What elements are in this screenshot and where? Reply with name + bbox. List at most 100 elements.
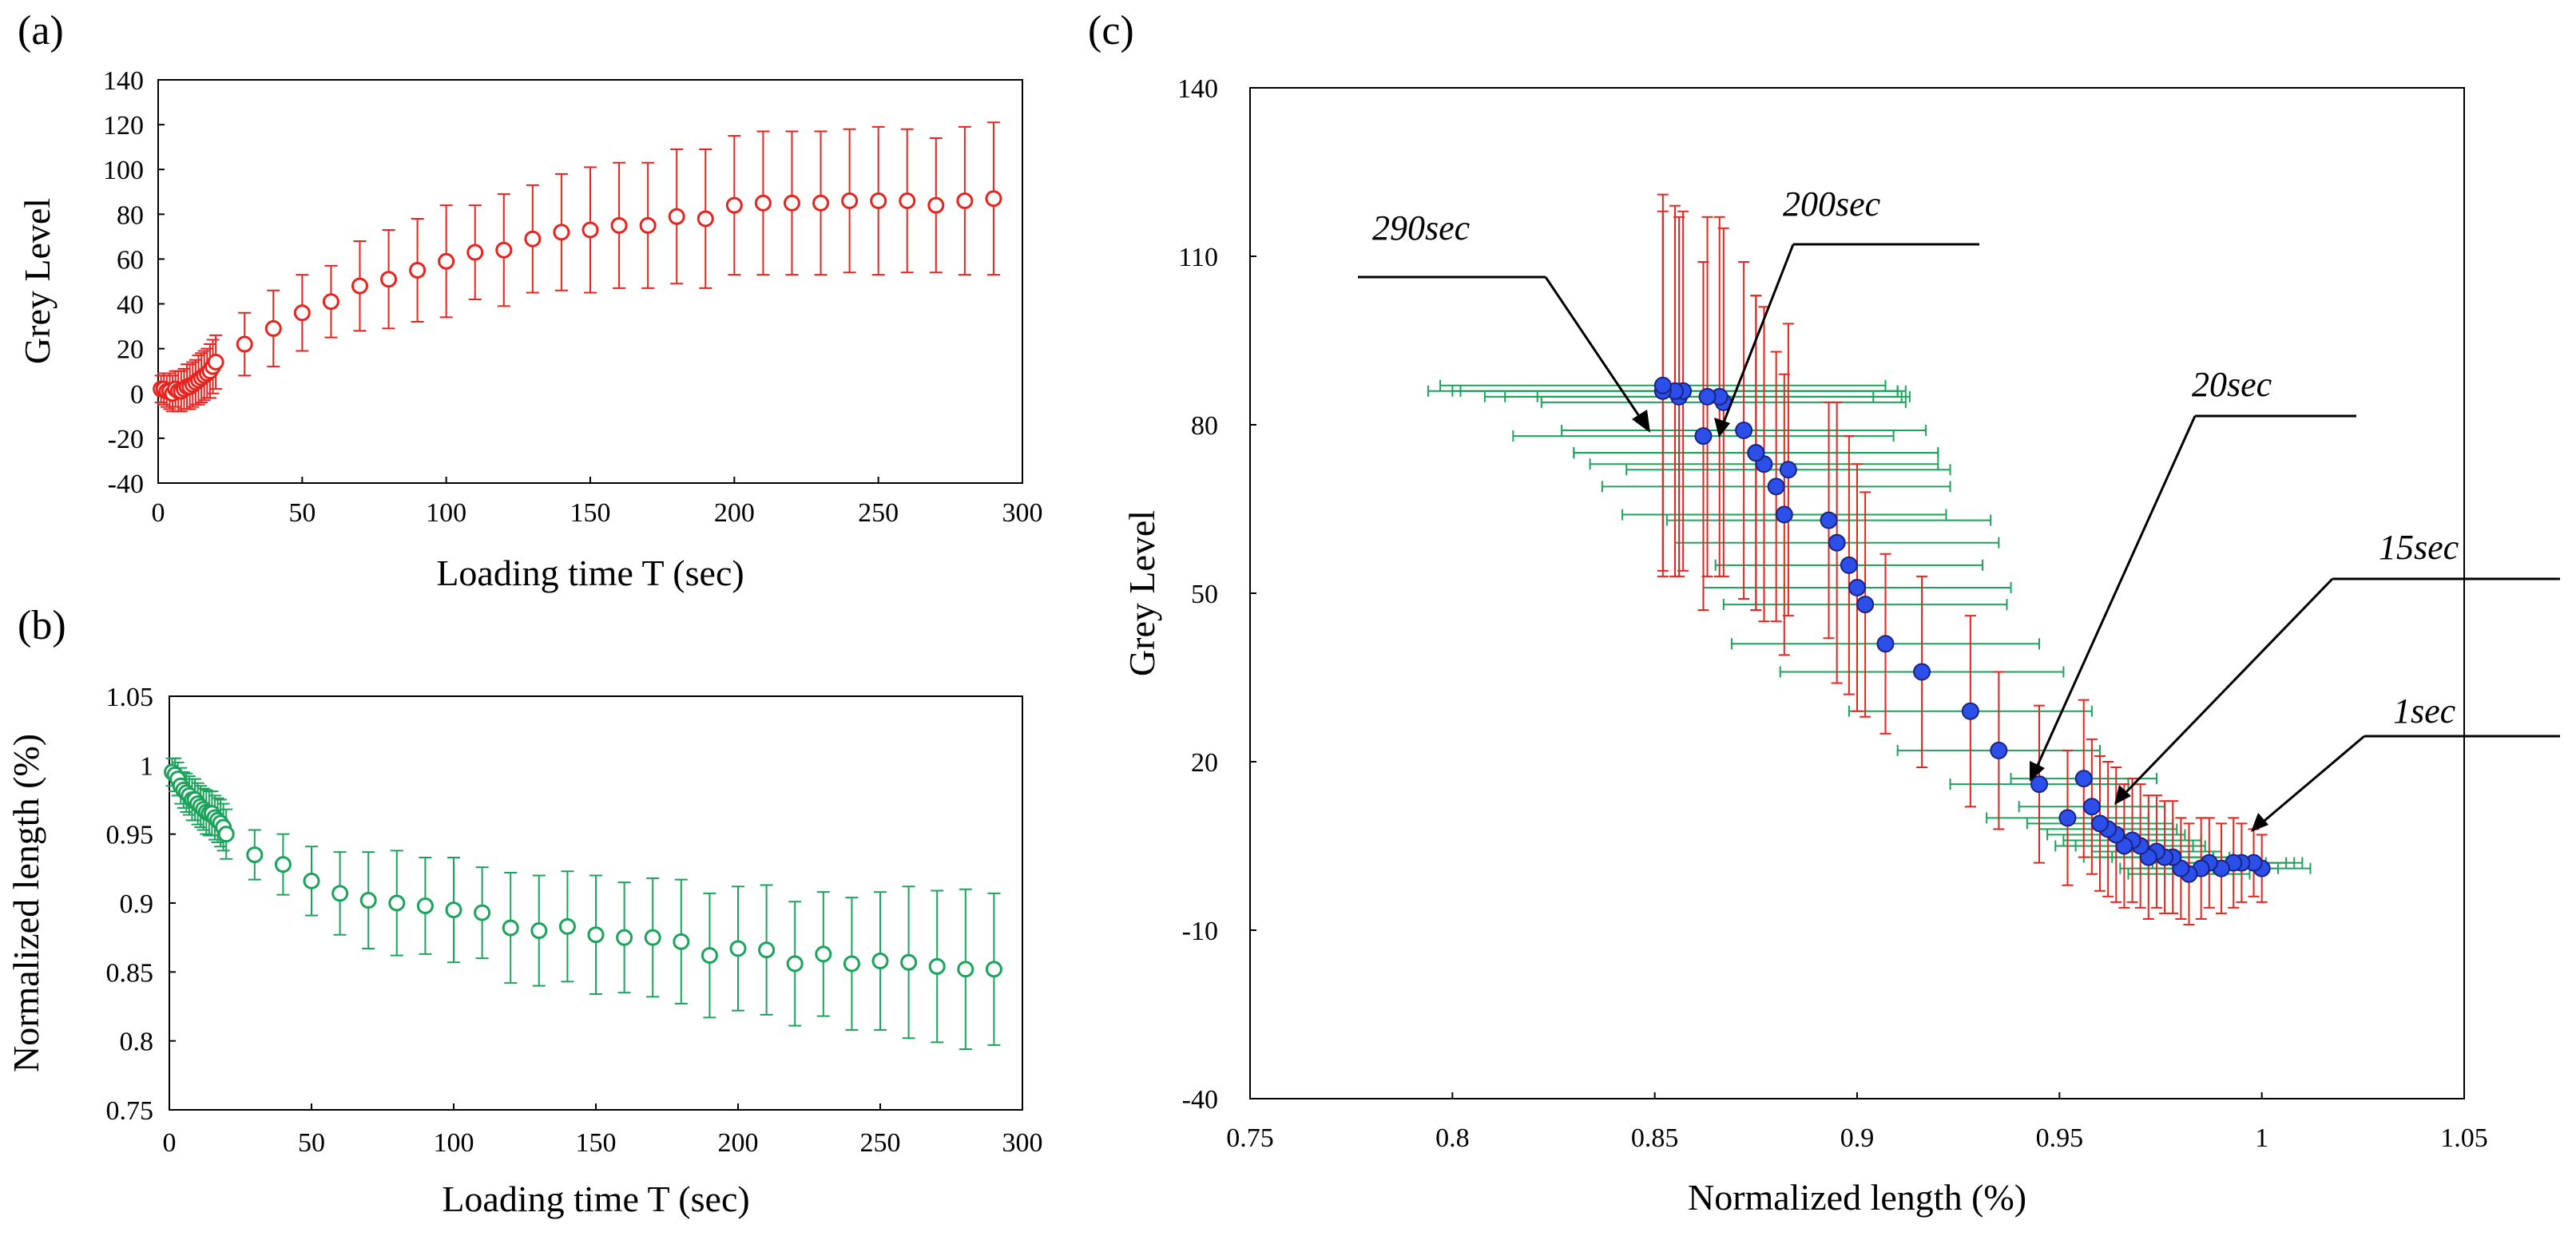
panel-a-ytick-label: 100 (103, 156, 144, 185)
panel-a-point (812, 194, 830, 212)
panel-a-ytick-label: 0 (130, 380, 144, 410)
panel-b-ytick-label: 1.05 (106, 683, 154, 712)
panel-c-point (2082, 798, 2101, 816)
panel-c-xtick-label: 1.05 (2440, 1123, 2488, 1153)
panel-c-point (1840, 556, 1858, 574)
panel-b-point (558, 917, 576, 935)
panel-c-xtick-label: 0.8 (1435, 1123, 1470, 1153)
annotation-290sec-label: 290sec (1372, 208, 1471, 248)
panel-a-ticks: 0 50 100 150 200 250 300 -40 -20 0 20 40 60 80 100 120 1… (103, 66, 1043, 528)
annotation-20sec-arrowhead (2030, 761, 2045, 782)
panel-b-point (843, 955, 860, 973)
panel-c-points (1653, 376, 2271, 883)
panel-b-ytick-label: 0.95 (106, 821, 154, 850)
panel-b-ticks: 0 50 100 150 200 250 300 0.75 0.8 0.85 0.9 0.95 1 1.0… (106, 683, 1043, 1158)
panel-a-point (322, 293, 339, 311)
panel-c-xtick-label: 0.85 (1631, 1123, 1679, 1153)
panel-a-xtick-label: 300 (1002, 498, 1043, 528)
panel-a-point (610, 216, 628, 234)
panel-b-point (246, 846, 264, 864)
panel-c-point (1876, 635, 1895, 653)
panel-c-point (2074, 770, 2093, 788)
panel-c-point (1735, 422, 1753, 440)
panel-b-point (701, 947, 718, 965)
panel-b-xtick-label: 200 (718, 1128, 759, 1158)
panel-a-xtick-label: 150 (570, 498, 611, 528)
panel-c-ytick-label: 50 (1191, 580, 1218, 609)
panel-c-point (1747, 444, 1765, 462)
annotation-20sec: 20sec (2030, 365, 2356, 782)
panel-b-xlabel: Loading time T (sec) (442, 1179, 749, 1219)
panel-c-point (1961, 702, 1979, 720)
panel-a-xtick-label: 50 (288, 498, 316, 528)
panel-a-ylabel: Grey Level (17, 198, 58, 364)
panel-b-point (729, 940, 747, 957)
annotation-15sec-arrow (2121, 577, 2334, 798)
panel-a-point (754, 194, 772, 212)
panel-a-xtick-label: 250 (858, 498, 899, 528)
panel-b-point (474, 904, 491, 921)
panel-a-point (351, 277, 368, 295)
panel-a-chart: 0 50 100 150 200 250 300 -40 -20 0 20 40 60 80 100 120 1… (17, 66, 1043, 593)
panel-b-xtick-label: 150 (576, 1128, 617, 1158)
panel-b-xtick-label: 50 (298, 1128, 325, 1158)
annotation-15sec-arrowhead (2114, 785, 2131, 805)
panel-a-xlabel: Loading time T (sec) (436, 553, 744, 593)
panel-a-point (783, 194, 800, 212)
panel-a-ytick-label: -20 (108, 425, 144, 454)
annotation-20sec-label: 20sec (2192, 365, 2272, 404)
panel-c-point (1820, 511, 1838, 529)
annotation-200sec-arrow (1721, 244, 1795, 427)
panel-label-b: (b) (18, 603, 66, 648)
annotation-200sec: 200sec (1714, 184, 1979, 438)
panel-c-point (1856, 596, 1875, 614)
panel-c-point (1913, 663, 1931, 681)
annotation-290sec: 290sec (1358, 208, 1650, 433)
panel-c-point (2091, 814, 2109, 833)
panel-a-point (207, 354, 224, 370)
panel-c-point (1767, 477, 1785, 496)
panel-a-point (466, 244, 484, 261)
panel-c-ticks: 0.75 0.8 0.85 0.9 0.95 1 1.05 -40 -10 20 50 80 110 14… (1177, 74, 2488, 1153)
annotation-1sec: 1sec (2251, 691, 2560, 832)
panel-a-point (264, 319, 282, 337)
annotation-200sec-arrowhead (1714, 418, 1730, 438)
panel-a-point (956, 192, 974, 209)
panel-a-point (438, 252, 455, 270)
panel-c-point (2030, 775, 2048, 794)
panel-a-xtick-label: 100 (426, 498, 466, 528)
panel-a-xtick-label: 0 (152, 498, 165, 528)
annotation-290sec-arrowhead (1632, 410, 1650, 433)
panel-a-point (380, 271, 398, 288)
panel-b-ytick-label: 0.75 (106, 1096, 154, 1126)
annotation-1sec-arrow (2260, 735, 2365, 826)
annotation-1sec-arrowhead (2251, 813, 2268, 832)
panel-b-xtick-label: 250 (860, 1128, 901, 1158)
panel-b-point (673, 933, 690, 950)
panel-a-point (236, 335, 253, 353)
panel-b-point (274, 856, 292, 874)
panel-c-point (1779, 461, 1797, 479)
panel-a-ytick-label: 40 (117, 291, 144, 320)
annotation-15sec: 15sec (2114, 528, 2560, 805)
panel-b-point (217, 826, 235, 843)
panel-a-point (899, 192, 916, 209)
panel-b-ytick-label: 0.9 (120, 889, 154, 919)
panel-a-point (725, 196, 743, 214)
panel-b-ytick-label: 0.85 (106, 958, 154, 988)
panel-c-point (1694, 427, 1713, 446)
panel-c-point (1775, 505, 1793, 524)
panel-b-point (331, 885, 349, 902)
panel-b-point (359, 892, 377, 909)
panel-a-ytick-label: 80 (117, 200, 144, 230)
panel-c-ytick-label: 140 (1177, 74, 1218, 104)
panel-a-xtick-label: 200 (714, 498, 755, 528)
panel-b-marks (164, 757, 1002, 1051)
panel-a-point (841, 192, 859, 209)
panel-b-point (530, 922, 548, 940)
panel-b-ytick-label: 1 (140, 751, 153, 781)
panel-a-point (553, 224, 570, 241)
panel-c-xtick-label: 0.75 (1226, 1123, 1274, 1153)
panel-a-point (495, 241, 513, 259)
